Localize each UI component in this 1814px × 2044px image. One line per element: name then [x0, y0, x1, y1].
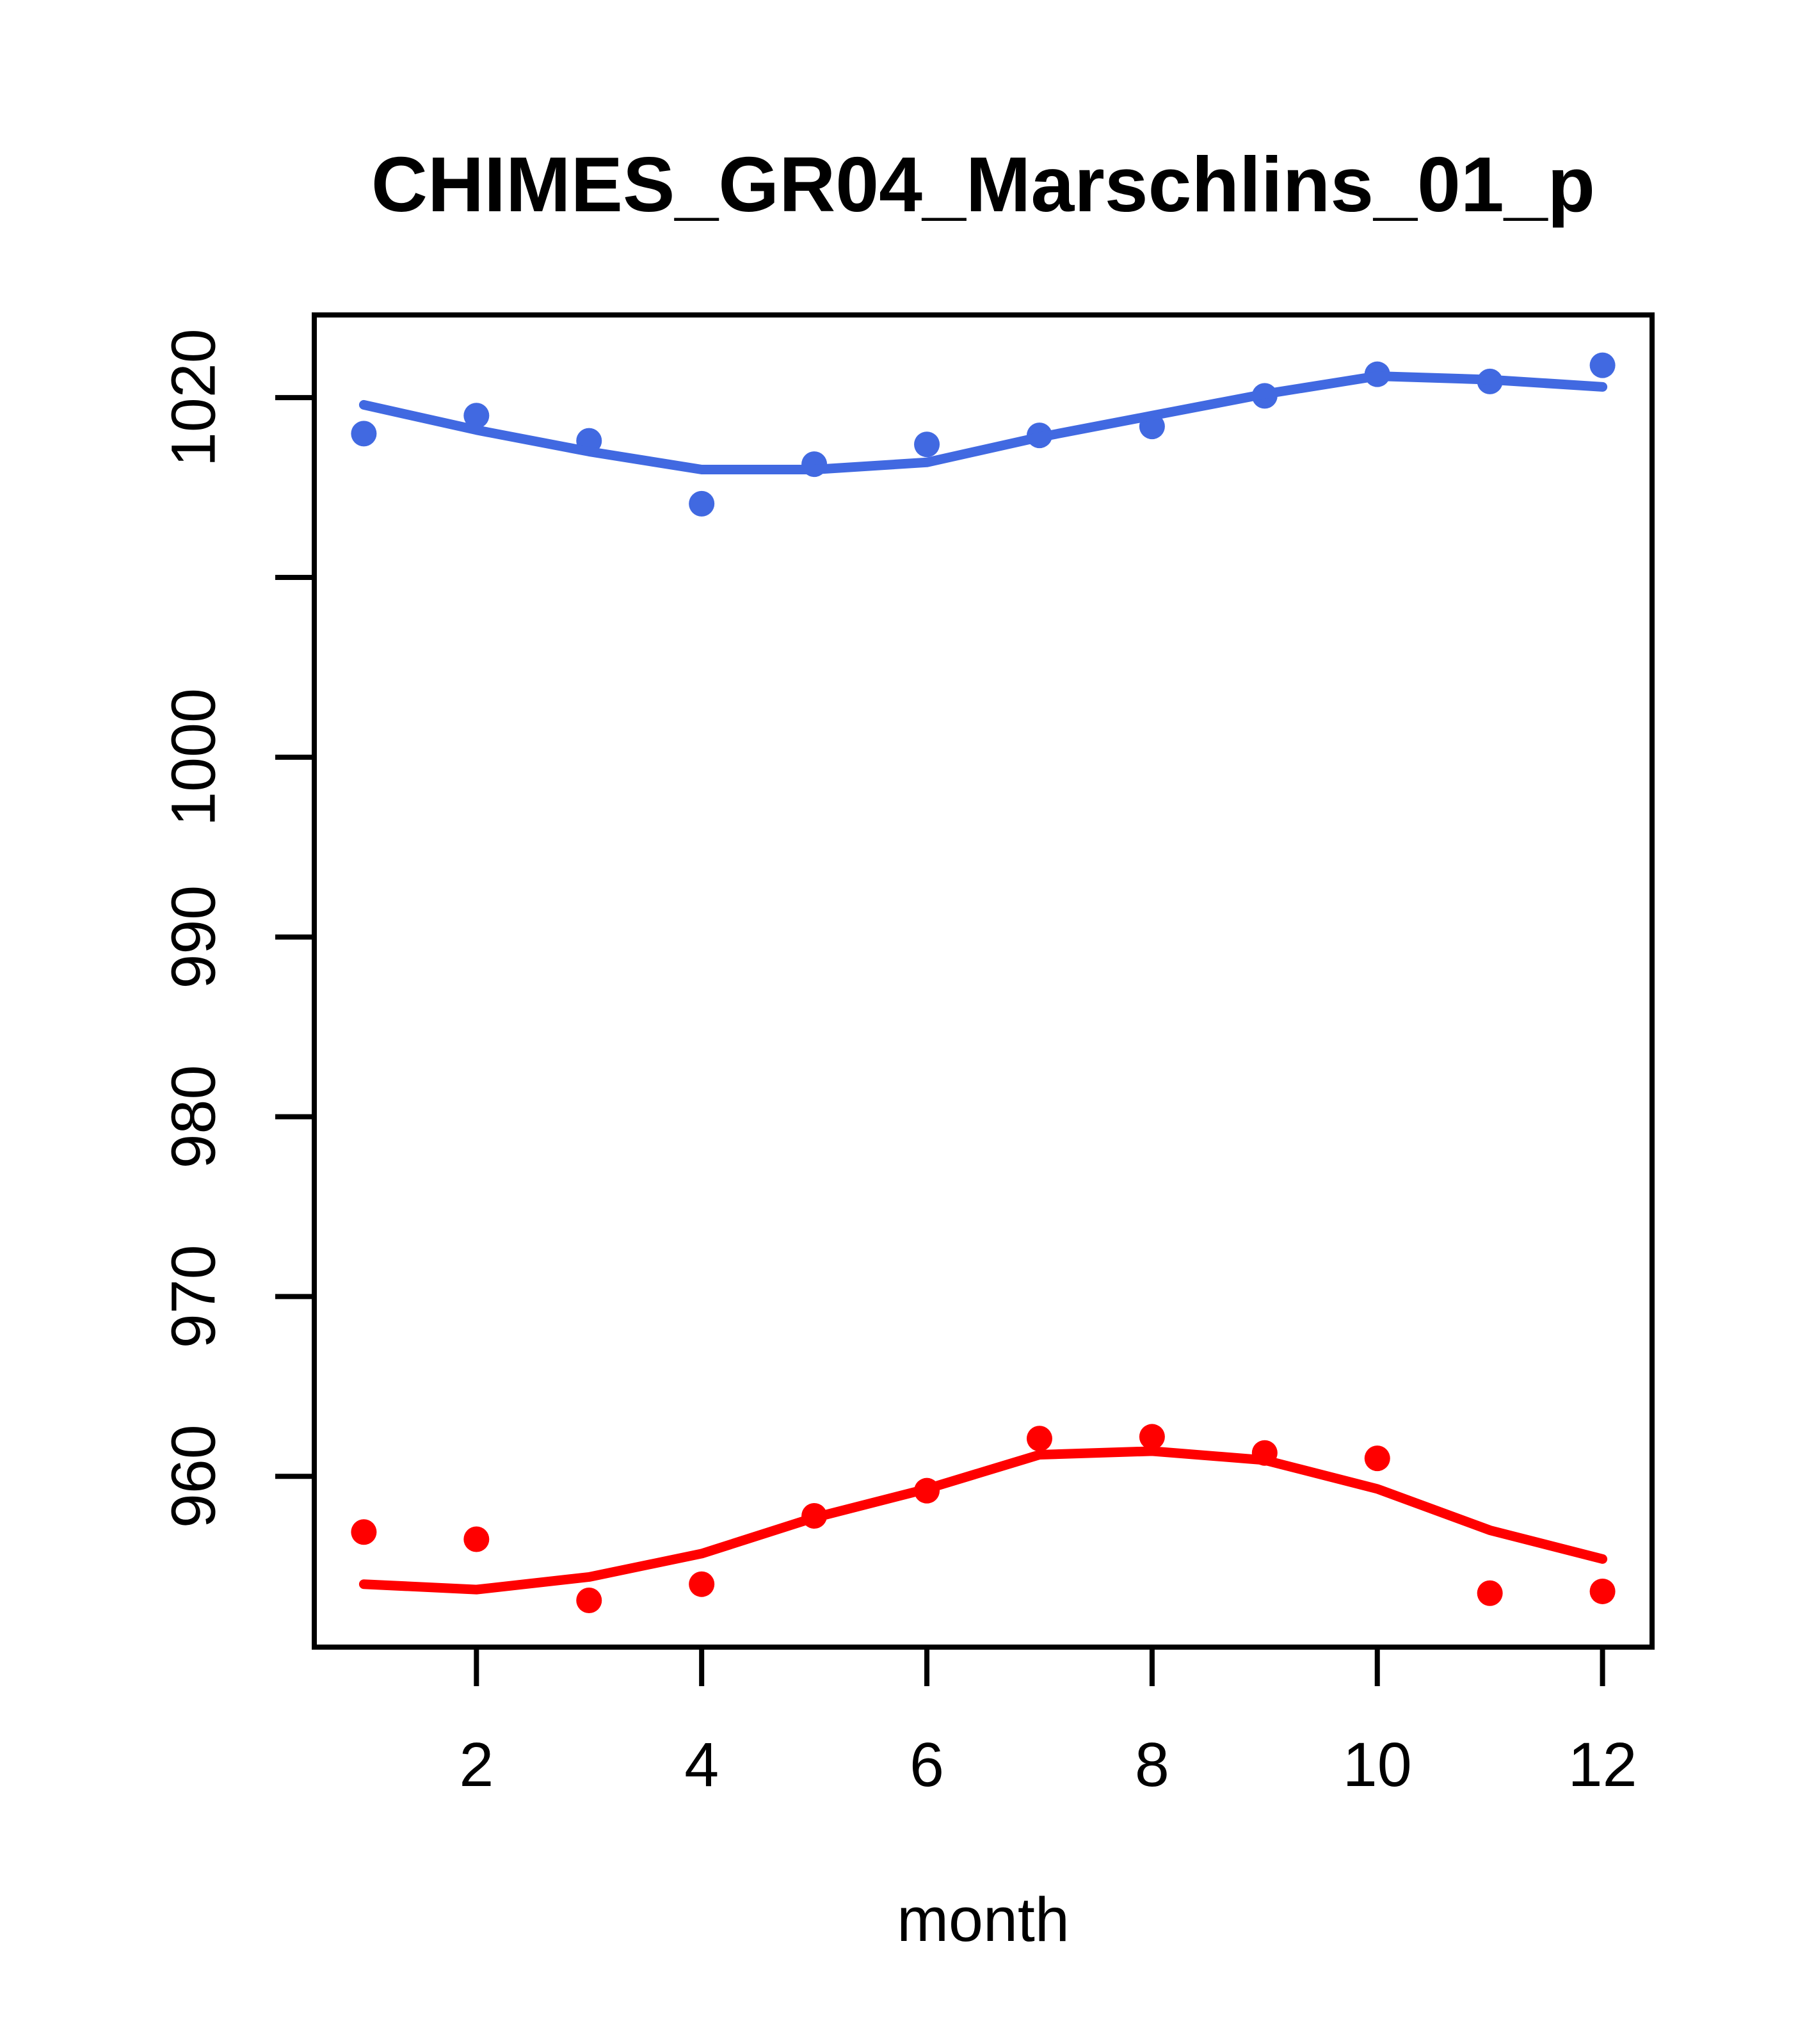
y-tick-label: 970 [159, 1244, 229, 1348]
x-tick-label: 2 [459, 1730, 494, 1799]
red-point [1026, 1426, 1052, 1452]
x-tick-label: 10 [1343, 1730, 1412, 1799]
red-point [351, 1519, 377, 1545]
blue-point [351, 421, 377, 447]
x-tick-label: 12 [1568, 1730, 1637, 1799]
chart-title: CHIMES_GR04_Marschlins_01_p [371, 141, 1595, 228]
red-smooth-line [358, 1446, 1608, 1595]
red-point [689, 1571, 715, 1597]
blue-point [463, 403, 490, 429]
red-point [1139, 1424, 1165, 1450]
blue-point [689, 490, 715, 517]
series-layer [351, 352, 1616, 1613]
red-point [576, 1587, 602, 1613]
red-point [1364, 1445, 1390, 1472]
y-tick-label: 960 [159, 1424, 229, 1528]
axes-layer: 960 970 980 990 1000 1020 2 4 6 8 10 12 [159, 312, 1655, 1799]
y-tick-label: 980 [159, 1065, 229, 1169]
blue-point [1589, 352, 1616, 378]
plot-box [312, 312, 1655, 1650]
blue-point [914, 431, 940, 458]
y-tick-label: 990 [159, 885, 229, 989]
x-tick-label: 8 [1135, 1730, 1169, 1799]
x-tick-label: 4 [684, 1730, 719, 1799]
blue-smooth-line [358, 371, 1608, 475]
x-axis-title: month [897, 1885, 1070, 1954]
red-point [463, 1526, 490, 1552]
red-point [1477, 1580, 1503, 1606]
x-tick-label: 6 [910, 1730, 944, 1799]
y-tick-label: 1000 [159, 688, 229, 826]
red-point [1589, 1578, 1616, 1604]
y-tick-label: 1020 [159, 328, 229, 467]
